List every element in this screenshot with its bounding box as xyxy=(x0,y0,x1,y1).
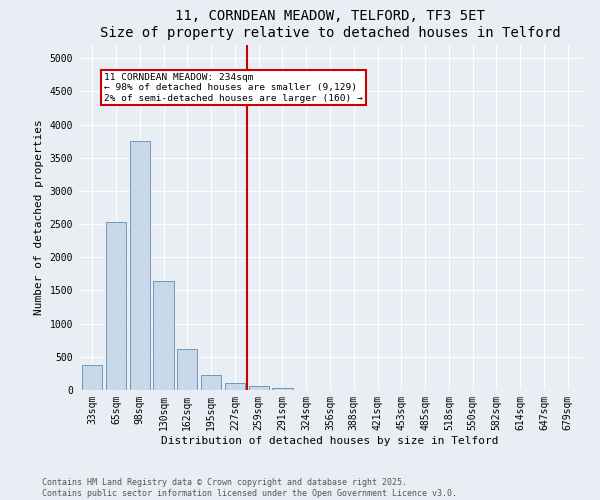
Bar xyxy=(177,349,197,390)
Bar xyxy=(248,386,269,390)
Bar xyxy=(225,384,245,390)
Title: 11, CORNDEAN MEADOW, TELFORD, TF3 5ET
Size of property relative to detached hous: 11, CORNDEAN MEADOW, TELFORD, TF3 5ET Si… xyxy=(100,10,560,40)
Bar xyxy=(154,280,173,390)
Bar xyxy=(201,376,221,390)
Y-axis label: Number of detached properties: Number of detached properties xyxy=(34,120,44,316)
Text: Contains HM Land Registry data © Crown copyright and database right 2025.
Contai: Contains HM Land Registry data © Crown c… xyxy=(42,478,457,498)
X-axis label: Distribution of detached houses by size in Telford: Distribution of detached houses by size … xyxy=(161,436,499,446)
Bar xyxy=(106,222,126,390)
Bar xyxy=(130,140,150,390)
Text: 11 CORNDEAN MEADOW: 234sqm
← 98% of detached houses are smaller (9,129)
2% of se: 11 CORNDEAN MEADOW: 234sqm ← 98% of deta… xyxy=(104,73,363,102)
Bar xyxy=(272,388,293,390)
Bar xyxy=(82,365,103,390)
